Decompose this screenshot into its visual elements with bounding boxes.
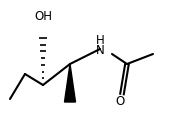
Text: H: H [96,34,104,47]
Text: OH: OH [34,10,52,23]
Polygon shape [64,64,75,102]
Text: O: O [115,94,125,107]
Text: N: N [96,44,104,56]
